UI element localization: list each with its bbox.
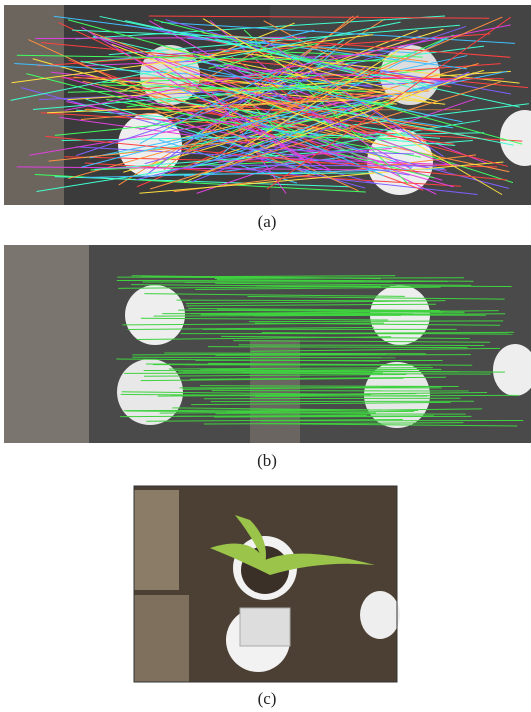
panel-c-image	[134, 486, 400, 682]
crate	[4, 5, 64, 205]
match-line	[132, 357, 395, 358]
crate	[134, 595, 189, 682]
caption: (b)	[257, 451, 277, 470]
caption: (a)	[258, 212, 277, 231]
page: (a) (b) (c) (() => { const data = JSON.p…	[0, 0, 531, 712]
match-line	[239, 345, 485, 346]
panel-b-image	[4, 245, 531, 443]
pot	[360, 591, 400, 639]
match-line	[164, 353, 426, 354]
crate	[4, 245, 89, 443]
crate	[134, 490, 179, 590]
panel-a-image	[4, 5, 531, 205]
match-line	[215, 355, 470, 356]
caption: (c)	[258, 689, 277, 708]
paper	[240, 608, 290, 646]
figure: (a) (b) (c)	[0, 0, 531, 712]
